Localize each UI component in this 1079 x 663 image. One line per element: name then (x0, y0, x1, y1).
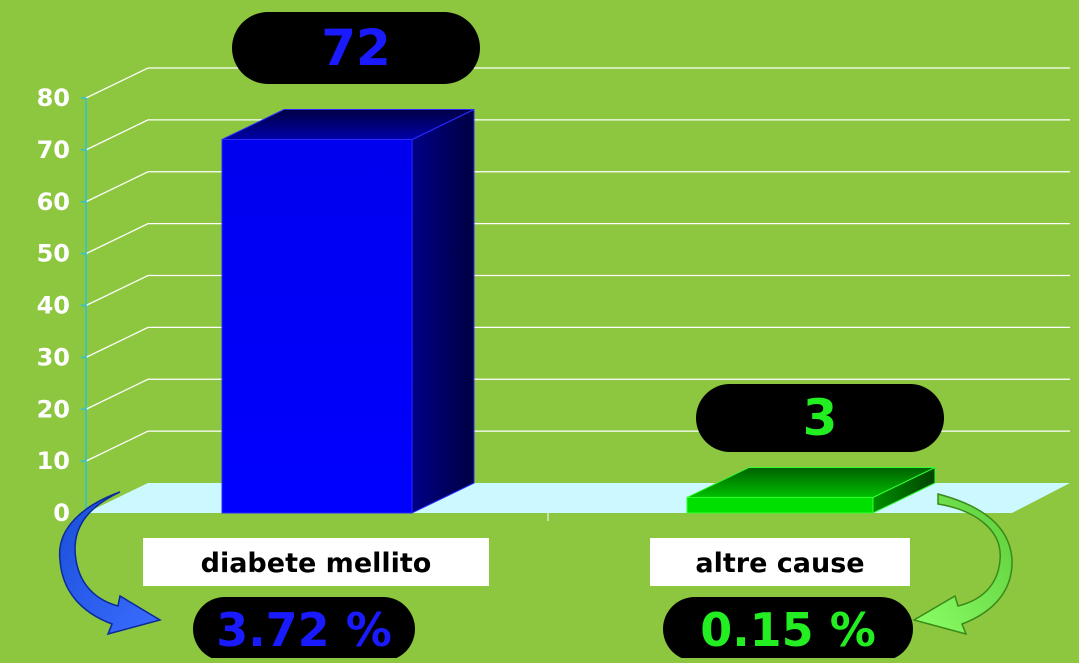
category-label-box (650, 538, 910, 586)
value-label: 72 (232, 12, 480, 84)
bar (686, 466, 936, 514)
bar-side (411, 108, 475, 514)
y-tick-label: 50 (37, 240, 70, 268)
curved-arrow-right-icon (912, 493, 1013, 636)
y-tick-label: 60 (37, 188, 70, 216)
y-tick-label: 20 (37, 395, 70, 423)
bars (221, 108, 936, 514)
y-tick-label: 80 (37, 84, 70, 112)
y-tick-label: 70 (37, 136, 70, 164)
gridline (85, 326, 1070, 358)
percent-label: 3.72 % (193, 597, 415, 661)
gridline (85, 171, 1070, 203)
category-label: diabete mellito (143, 538, 489, 586)
percent-labels: 3.72 % 0.15 % (193, 597, 913, 661)
gridline (85, 67, 1070, 99)
percent-label: 0.15 % (663, 597, 913, 661)
value-label-pill (232, 12, 480, 84)
bar-front (221, 139, 413, 514)
gridline (85, 119, 1070, 151)
percent-label-pill (663, 597, 913, 661)
value-label-text: 72 (321, 19, 391, 77)
y-tick-label: 40 (37, 292, 70, 320)
y-tick-label: 0 (53, 499, 70, 527)
arrows (58, 491, 1013, 636)
bar (221, 108, 475, 514)
category-label-box (143, 538, 489, 586)
category-label-text: altre cause (695, 548, 864, 579)
percent-label-pill (193, 597, 415, 661)
value-label-pill (696, 384, 944, 452)
curved-arrow-left-icon (58, 491, 162, 636)
category-label-text: diabete mellito (201, 548, 432, 579)
category-label: altre cause (650, 538, 910, 586)
gridline (85, 222, 1070, 255)
value-labels: 72 3 (232, 12, 944, 452)
gridlines (85, 67, 1070, 462)
y-axis: 0 10 20 30 40 50 60 70 80 (37, 84, 549, 527)
gridline (85, 274, 1070, 307)
y-tick-label: 30 (37, 343, 70, 371)
category-labels: diabete mellito altre cause (143, 538, 910, 586)
gridline (85, 378, 1070, 410)
value-label-text: 3 (803, 389, 838, 447)
percent-label-text: 3.72 % (216, 603, 392, 657)
percent-label-text: 0.15 % (700, 603, 876, 657)
bar-front (686, 496, 874, 514)
value-label: 3 (696, 384, 944, 452)
y-tick-label: 10 (37, 447, 70, 475)
